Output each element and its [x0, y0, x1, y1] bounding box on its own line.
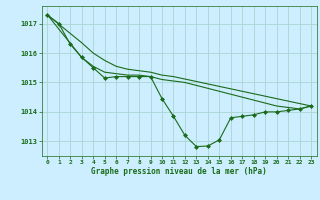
X-axis label: Graphe pression niveau de la mer (hPa): Graphe pression niveau de la mer (hPa) [91, 167, 267, 176]
